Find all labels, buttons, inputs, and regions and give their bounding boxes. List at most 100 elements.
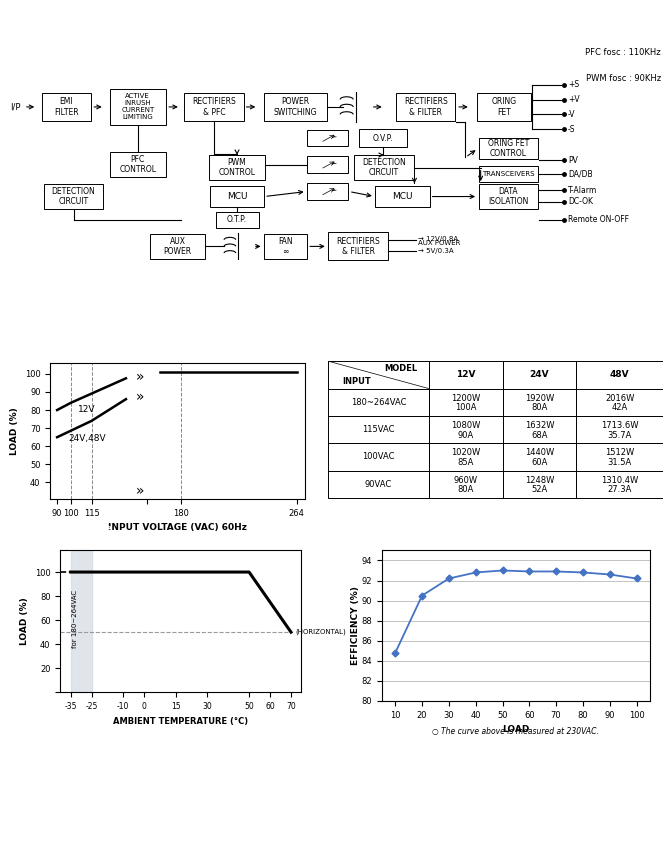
Bar [308,183,348,200]
Text: 100VAC: 100VAC [362,452,395,462]
Text: ○ The curve above is measured at 230VAC.: ○ The curve above is measured at 230VAC. [432,727,600,735]
Text: 1248W: 1248W [525,476,554,485]
Bar [576,416,663,443]
Bar [216,212,259,228]
Bar [308,157,348,173]
Text: »: » [135,390,144,404]
Bar [209,155,265,181]
Text: 80A: 80A [531,403,547,412]
Text: 12V: 12V [78,405,95,414]
Text: ■ Static Characteristics: ■ Static Characteristics [9,341,150,351]
Text: 180~264VAC: 180~264VAC [351,397,406,407]
Text: 2016W: 2016W [605,394,634,402]
Bar [328,361,429,389]
Text: +S: +S [568,80,579,89]
Text: RECTIFIERS
& PFC: RECTIFIERS & PFC [192,97,236,117]
Text: AUX POWER: AUX POWER [419,241,461,247]
Text: 1713.6W: 1713.6W [601,421,639,430]
Text: 1200W: 1200W [451,394,480,402]
Text: 60A: 60A [531,458,547,467]
Text: → 12V/0.8A: → 12V/0.8A [419,236,458,242]
Text: T-Alarm: T-Alarm [568,186,597,194]
Text: 68A: 68A [531,431,547,439]
Text: FAN
∞: FAN ∞ [278,237,293,256]
Text: 27.3A: 27.3A [608,485,632,494]
Bar [44,184,103,209]
Text: AUX
POWER: AUX POWER [163,237,192,256]
Bar [184,93,244,121]
Bar [210,186,264,207]
Bar [576,443,663,470]
Bar [429,470,502,498]
Text: ACTIVE
INRUSH
CURRENT
LIMITING: ACTIVE INRUSH CURRENT LIMITING [121,94,154,120]
Text: DETECTION
CIRCUIT: DETECTION CIRCUIT [362,158,406,177]
Text: ORING FET
CONTROL: ORING FET CONTROL [488,138,529,158]
Text: I/P: I/P [10,102,21,112]
Text: 52A: 52A [531,485,547,494]
Bar [328,443,429,470]
Bar [429,416,502,443]
Text: DA/DB: DA/DB [568,169,593,178]
Text: MCU: MCU [393,192,413,201]
Text: → 5V/0.3A: → 5V/0.3A [419,248,454,254]
Text: ■ Efficiency vs Load (48V Model): ■ Efficiency vs Load (48V Model) [338,524,533,534]
Text: TRANSCEIVERS: TRANSCEIVERS [482,170,535,176]
Text: RECTIFIERS
& FILTER: RECTIFIERS & FILTER [336,237,380,256]
Text: -V: -V [568,110,576,119]
Bar [478,165,538,181]
Text: PFC fosc : 110KHz: PFC fosc : 110KHz [585,47,661,57]
Bar [429,443,502,470]
Text: 90A: 90A [458,431,474,439]
Bar [354,155,414,181]
Bar [359,130,407,147]
Bar [308,130,348,146]
Bar [264,234,307,259]
Text: 100A: 100A [455,403,476,412]
Bar [429,361,502,389]
Bar [71,550,92,692]
Y-axis label: EFFICIENCY (%): EFFICIENCY (%) [351,587,360,665]
Text: 12V: 12V [456,371,476,379]
Text: EMI
FILTER: EMI FILTER [54,97,78,117]
Text: 1440W: 1440W [525,448,554,458]
Text: Remote ON-OFF: Remote ON-OFF [568,215,629,224]
Text: ■ Derating Curve: ■ Derating Curve [10,524,113,534]
Text: DATA
ISOLATION: DATA ISOLATION [488,187,529,206]
Bar [502,416,576,443]
Text: 85A: 85A [458,458,474,467]
Bar [478,184,538,209]
Bar [328,470,429,498]
Text: 960W: 960W [454,476,478,485]
Bar [42,93,90,121]
Text: O.T.P.: O.T.P. [227,215,247,224]
Bar [110,89,166,125]
Bar [502,389,576,416]
Bar [576,470,663,498]
Bar [502,470,576,498]
Text: 24V,48V: 24V,48V [68,433,106,443]
Text: MODEL: MODEL [384,364,417,372]
Bar [476,93,531,121]
Bar [328,232,388,261]
Bar [576,389,663,416]
Bar [150,234,204,259]
Bar [502,443,576,470]
Text: 115VAC: 115VAC [362,425,395,434]
Text: (HORIZONTAL): (HORIZONTAL) [295,629,346,636]
X-axis label: LOAD: LOAD [502,725,529,734]
Text: ORING
FET: ORING FET [491,97,517,117]
Text: -S: -S [568,125,576,133]
Text: 31.5A: 31.5A [608,458,632,467]
Text: 1920W: 1920W [525,394,554,402]
Text: 35.7A: 35.7A [608,431,632,439]
Bar [576,361,663,389]
Bar [502,361,576,389]
Text: 48V: 48V [610,371,630,379]
Text: PFC
CONTROL: PFC CONTROL [119,155,156,175]
Text: 1020W: 1020W [451,448,480,458]
Text: 1632W: 1632W [525,421,554,430]
Text: +V: +V [568,95,580,104]
Text: 1512W: 1512W [605,448,634,458]
Bar [264,93,327,121]
Text: INPUT: INPUT [342,378,371,386]
